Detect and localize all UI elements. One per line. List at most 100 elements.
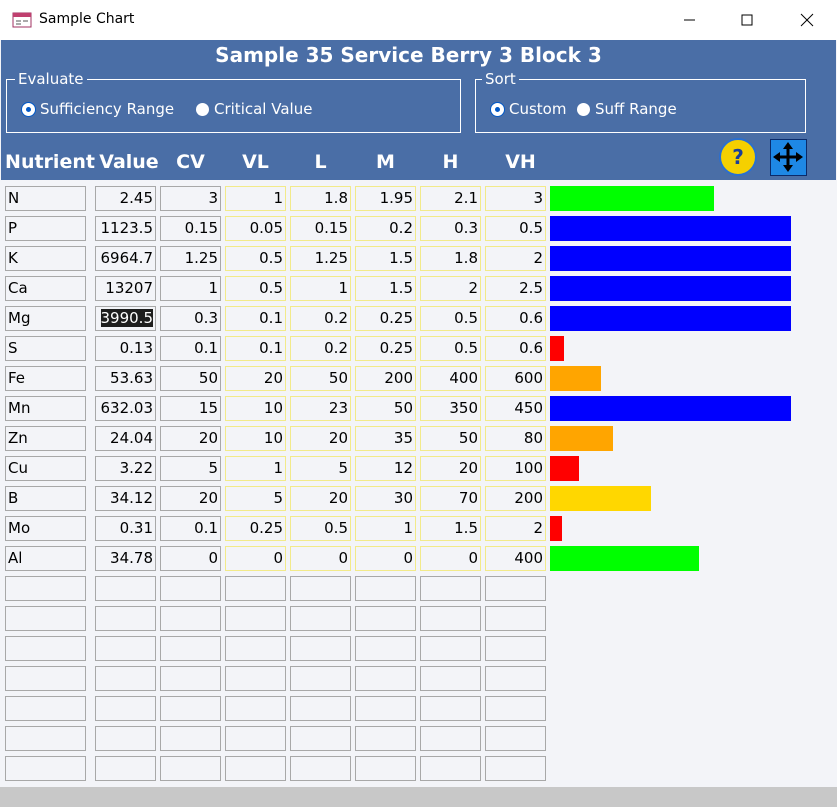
value-cell[interactable] [290, 756, 351, 781]
radio-option[interactable]: Custom [491, 100, 566, 118]
value-cell[interactable]: 30 [355, 486, 416, 511]
radio-option[interactable]: Suff Range [577, 100, 677, 118]
value-cell[interactable]: 0.5 [290, 516, 351, 541]
value-cell[interactable]: 12 [355, 456, 416, 481]
value-cell[interactable]: 2 [485, 246, 546, 271]
value-cell[interactable] [420, 576, 481, 601]
value-cell[interactable]: 80 [485, 426, 546, 451]
value-cell[interactable] [225, 576, 286, 601]
value-cell[interactable]: 2.45 [95, 186, 156, 211]
value-cell[interactable]: 53.63 [95, 366, 156, 391]
value-cell[interactable]: 400 [420, 366, 481, 391]
nutrient-cell[interactable] [5, 606, 86, 631]
nutrient-cell[interactable] [5, 726, 86, 751]
value-cell[interactable] [225, 666, 286, 691]
value-cell[interactable]: 400 [485, 546, 546, 571]
value-cell[interactable] [420, 726, 481, 751]
radio-button[interactable] [491, 102, 504, 116]
value-cell[interactable] [95, 726, 156, 751]
value-cell[interactable] [420, 696, 481, 721]
value-cell[interactable]: 0 [420, 546, 481, 571]
value-cell[interactable]: 0.5 [420, 306, 481, 331]
value-cell[interactable] [290, 666, 351, 691]
value-cell[interactable] [355, 606, 416, 631]
value-cell[interactable]: 1 [225, 186, 286, 211]
value-cell[interactable]: 15 [160, 396, 221, 421]
nutrient-cell[interactable]: Al [5, 546, 86, 571]
value-cell[interactable]: 0.15 [160, 216, 221, 241]
value-cell[interactable] [225, 636, 286, 661]
value-cell[interactable] [290, 636, 351, 661]
value-cell[interactable] [420, 666, 481, 691]
radio-option[interactable]: Critical Value [196, 100, 312, 118]
nutrient-cell[interactable]: Fe [5, 366, 86, 391]
value-cell[interactable]: 200 [485, 486, 546, 511]
value-cell[interactable]: 20 [160, 486, 221, 511]
nutrient-cell[interactable] [5, 576, 86, 601]
value-cell[interactable]: 0.05 [225, 216, 286, 241]
value-cell[interactable] [290, 576, 351, 601]
value-cell[interactable]: 0 [160, 546, 221, 571]
value-cell[interactable]: 0 [355, 546, 416, 571]
value-cell[interactable]: 0.3 [420, 216, 481, 241]
radio-option[interactable]: Sufficiency Range [22, 100, 174, 118]
value-cell[interactable]: 0.25 [225, 516, 286, 541]
value-cell[interactable]: 0.3 [160, 306, 221, 331]
value-cell[interactable]: 2 [485, 516, 546, 541]
value-cell[interactable] [290, 696, 351, 721]
value-cell[interactable]: 1 [160, 276, 221, 301]
nutrient-cell[interactable] [5, 636, 86, 661]
value-cell[interactable]: 1.25 [290, 246, 351, 271]
value-cell[interactable]: 5 [290, 456, 351, 481]
value-cell[interactable]: 0.13 [95, 336, 156, 361]
value-cell[interactable]: 1123.5 [95, 216, 156, 241]
value-cell[interactable]: 0.2 [290, 306, 351, 331]
value-cell[interactable]: 1 [225, 456, 286, 481]
value-cell[interactable]: 2.1 [420, 186, 481, 211]
value-cell[interactable] [225, 726, 286, 751]
value-cell[interactable]: 0.25 [355, 336, 416, 361]
value-cell[interactable] [485, 726, 546, 751]
value-cell[interactable] [160, 576, 221, 601]
help-button[interactable]: ? [719, 138, 759, 178]
value-cell[interactable]: 600 [485, 366, 546, 391]
nutrient-cell[interactable]: Mg [5, 306, 86, 331]
value-cell[interactable] [95, 636, 156, 661]
value-cell[interactable]: 0.1 [225, 306, 286, 331]
value-cell[interactable]: 0.15 [290, 216, 351, 241]
value-cell[interactable]: 0.1 [160, 336, 221, 361]
value-cell[interactable]: 10 [225, 426, 286, 451]
value-cell[interactable] [95, 666, 156, 691]
nutrient-cell[interactable]: P [5, 216, 86, 241]
value-cell[interactable]: 20 [420, 456, 481, 481]
value-cell[interactable]: 13207 [95, 276, 156, 301]
value-cell[interactable] [290, 726, 351, 751]
value-cell[interactable] [485, 576, 546, 601]
value-cell[interactable]: 6964.7 [95, 246, 156, 271]
value-cell[interactable]: 0.31 [95, 516, 156, 541]
value-cell[interactable] [225, 606, 286, 631]
value-cell[interactable]: 2.5 [485, 276, 546, 301]
value-cell[interactable] [355, 576, 416, 601]
value-cell[interactable]: 3 [160, 186, 221, 211]
value-cell[interactable]: 1.8 [420, 246, 481, 271]
value-cell[interactable]: 0.5 [225, 246, 286, 271]
value-cell[interactable]: 0.6 [485, 336, 546, 361]
value-cell[interactable]: 5 [160, 456, 221, 481]
value-cell[interactable] [95, 756, 156, 781]
value-cell[interactable]: 50 [420, 426, 481, 451]
value-cell[interactable]: 20 [225, 366, 286, 391]
radio-button[interactable] [196, 102, 209, 116]
value-cell[interactable]: 1 [290, 276, 351, 301]
value-cell[interactable] [420, 756, 481, 781]
value-cell[interactable]: 1.5 [355, 276, 416, 301]
value-cell[interactable]: 23 [290, 396, 351, 421]
value-cell[interactable] [485, 606, 546, 631]
nutrient-cell[interactable] [5, 756, 86, 781]
radio-button[interactable] [22, 102, 35, 116]
value-cell[interactable]: 20 [290, 426, 351, 451]
value-cell[interactable] [420, 606, 481, 631]
value-cell[interactable] [160, 666, 221, 691]
value-cell[interactable]: 1.95 [355, 186, 416, 211]
value-cell[interactable]: 200 [355, 366, 416, 391]
